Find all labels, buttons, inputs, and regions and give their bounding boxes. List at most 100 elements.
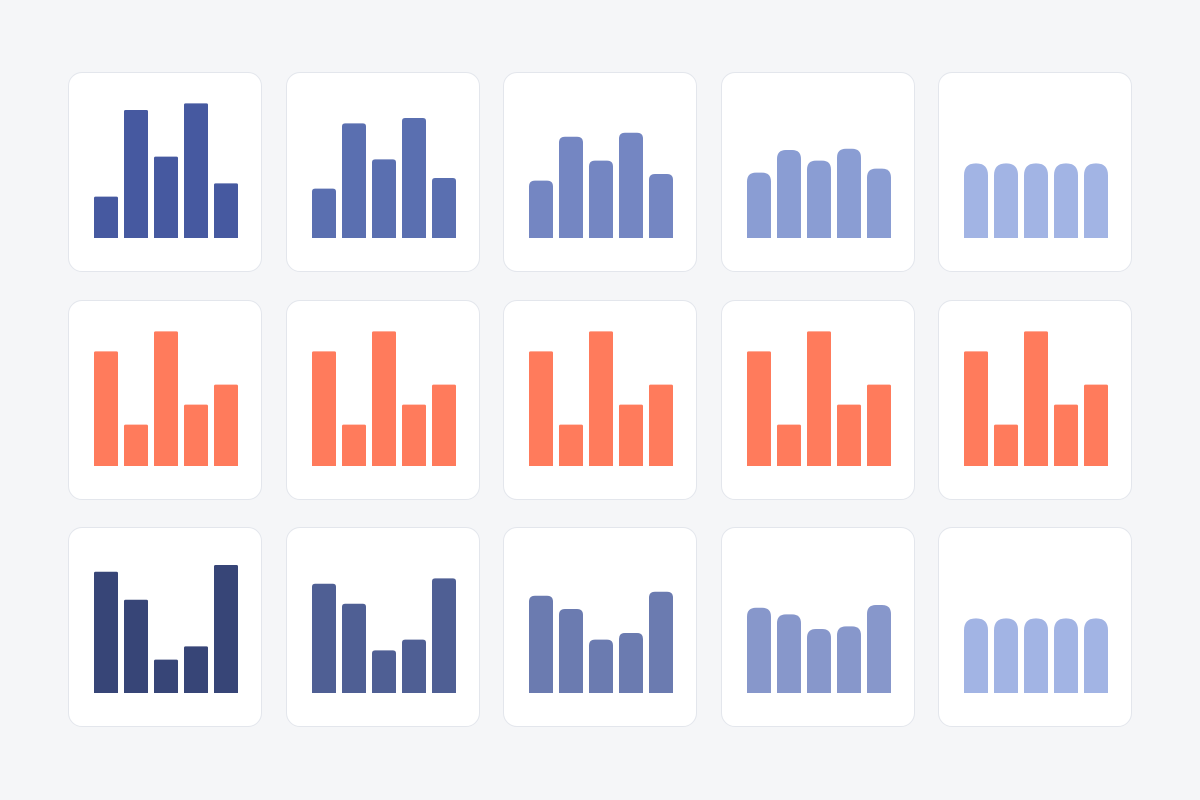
bar xyxy=(124,110,148,238)
bar-chart xyxy=(94,565,238,693)
bar xyxy=(777,150,801,238)
bar xyxy=(1024,163,1048,238)
bar-chart xyxy=(964,331,1108,466)
bar-chart xyxy=(529,331,673,466)
bar xyxy=(807,160,831,238)
bar xyxy=(312,583,336,693)
bar xyxy=(964,351,988,466)
bar-chart xyxy=(747,605,891,693)
bar xyxy=(372,650,396,693)
bar xyxy=(342,424,366,466)
chart-card xyxy=(721,527,915,727)
bar xyxy=(807,629,831,693)
bar xyxy=(747,351,771,466)
chart-card xyxy=(503,72,697,272)
bar xyxy=(184,646,208,693)
bar xyxy=(372,159,396,238)
bar-chart xyxy=(747,331,891,466)
bar xyxy=(559,424,583,466)
bar xyxy=(529,351,553,466)
chart-card xyxy=(68,527,262,727)
bar xyxy=(1084,618,1108,693)
bar-chart xyxy=(312,331,456,466)
bar xyxy=(619,404,643,466)
bar xyxy=(619,132,643,238)
bar xyxy=(402,639,426,693)
bar xyxy=(529,180,553,238)
bar-chart xyxy=(747,148,891,238)
bar xyxy=(559,609,583,693)
bar xyxy=(589,639,613,693)
bar xyxy=(214,384,238,466)
chart-card xyxy=(503,300,697,500)
bar xyxy=(649,384,673,466)
chart-card xyxy=(503,527,697,727)
bar xyxy=(867,168,891,238)
bar xyxy=(184,404,208,466)
bar xyxy=(94,351,118,466)
bar-chart xyxy=(529,132,673,238)
bar-chart xyxy=(312,118,456,238)
bar xyxy=(649,174,673,238)
bar xyxy=(964,618,988,693)
chart-card xyxy=(286,72,480,272)
bar xyxy=(432,178,456,238)
bar xyxy=(312,351,336,466)
bar-chart xyxy=(312,578,456,693)
bar xyxy=(1024,331,1048,466)
bar xyxy=(1084,384,1108,466)
bar xyxy=(432,384,456,466)
bar xyxy=(154,331,178,466)
bar xyxy=(807,331,831,466)
bar xyxy=(619,633,643,693)
bar xyxy=(372,331,396,466)
chart-card xyxy=(938,527,1132,727)
bar xyxy=(184,103,208,238)
bar xyxy=(867,605,891,693)
bar xyxy=(837,626,861,693)
bar xyxy=(342,123,366,238)
bar xyxy=(529,595,553,693)
bar xyxy=(1054,618,1078,693)
bar xyxy=(214,565,238,693)
chart-card xyxy=(286,300,480,500)
bar-chart xyxy=(529,591,673,693)
bar xyxy=(124,599,148,693)
bar xyxy=(402,118,426,238)
bar xyxy=(747,172,771,238)
bar xyxy=(747,607,771,693)
bar xyxy=(837,404,861,466)
bar xyxy=(124,424,148,466)
bar xyxy=(994,424,1018,466)
chart-card xyxy=(68,300,262,500)
chart-card xyxy=(68,72,262,272)
bar xyxy=(589,331,613,466)
bar-chart xyxy=(94,103,238,238)
bar xyxy=(964,163,988,238)
bar xyxy=(342,603,366,693)
chart-card xyxy=(286,527,480,727)
bar xyxy=(777,424,801,466)
bar xyxy=(649,591,673,693)
bar xyxy=(94,196,118,238)
bar xyxy=(312,188,336,238)
bar xyxy=(154,156,178,238)
bar xyxy=(837,148,861,238)
bar xyxy=(432,578,456,693)
chart-card xyxy=(721,300,915,500)
bar xyxy=(1054,404,1078,466)
bar xyxy=(1054,163,1078,238)
bar xyxy=(994,163,1018,238)
bar xyxy=(994,618,1018,693)
bar xyxy=(402,404,426,466)
bar xyxy=(94,571,118,693)
bar xyxy=(1024,618,1048,693)
bar-chart xyxy=(964,618,1108,693)
bar xyxy=(154,659,178,693)
bar xyxy=(559,136,583,238)
bar xyxy=(214,183,238,238)
bar xyxy=(589,160,613,238)
bar xyxy=(1084,163,1108,238)
bar-chart xyxy=(94,331,238,466)
